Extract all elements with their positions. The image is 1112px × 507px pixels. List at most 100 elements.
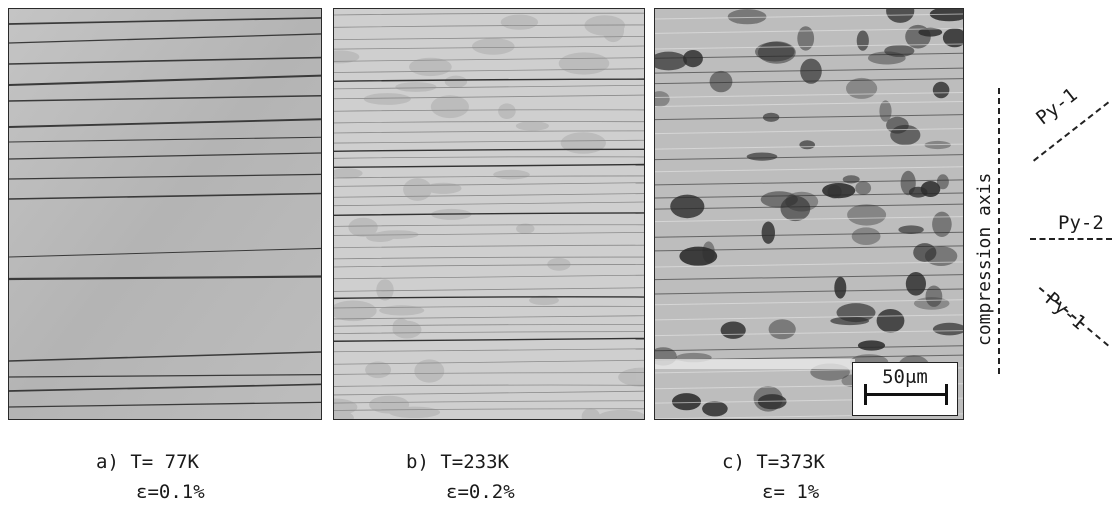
slip-line [334,175,644,179]
scale-bar: 50μm [852,362,958,416]
surface-blotch [334,410,354,419]
contrast-blob [851,227,881,245]
slip-line [655,114,963,121]
slip-line [9,74,321,87]
scale-bar-label: 50μm [882,366,928,388]
scale-bar-tick-right [945,384,948,405]
slip-line [9,192,321,200]
micrograph-b [333,8,645,420]
slip-line [655,100,963,107]
contrast-blob [672,393,701,411]
contrast-blob [900,170,916,196]
slip-line [655,67,963,74]
surface-blotch [388,406,441,418]
surface-blotch [334,168,363,179]
contrast-blob [929,9,963,22]
slip-line [9,247,321,258]
contrast-blob [800,58,822,84]
caption-a: a) T= 77K ε=0.1% [96,447,205,507]
surface-blotch [493,169,530,180]
surface-blotch [395,82,437,92]
surface-blotch [414,359,445,383]
contrast-blob [720,321,746,339]
slip-line [334,57,644,62]
slip-line [334,324,644,327]
slip-line [655,245,963,252]
contrast-blob [846,77,878,99]
slip-line [9,56,321,65]
surface-blotch [602,18,625,43]
contrast-blob [760,191,798,208]
contrast-blob [702,401,728,417]
contrast-blob [886,9,915,23]
surface-blotch [363,93,411,105]
slip-line [334,148,644,152]
slip-line [334,400,644,404]
contrast-blob [683,50,703,68]
slip-line [655,43,963,50]
slip-line [655,299,963,306]
surface-blotch [547,257,571,271]
slip-line [655,128,963,135]
contrast-blob [847,204,887,226]
slip-line [334,224,644,227]
slip-line [334,287,644,292]
surface-blotch [403,178,432,201]
caption-c-temperature: c) T=373K [722,451,825,473]
slip-plane-trace-py2 [1030,238,1112,240]
slip-line [334,337,644,342]
contrast-blob [920,181,941,197]
slip-line [334,274,644,280]
slip-line [334,231,644,236]
surface-blotch [500,14,539,30]
slip-line [334,45,644,50]
slip-line [655,274,963,281]
contrast-blob [856,30,869,51]
caption-a-strain: ε=0.1% [136,481,205,503]
slip-line [334,139,644,144]
surface-blotch [498,103,516,119]
caption-c: c) T=373K ε= 1% [722,447,825,507]
caption-c-strain: ε= 1% [762,481,820,503]
slip-line [334,182,644,187]
surface-blotch [379,305,425,316]
caption-b-strain: ε=0.2% [446,481,515,503]
surface-blotch [376,279,394,301]
contrast-blob [761,221,775,244]
contrast-blob [836,303,876,323]
slip-line [9,17,321,25]
surface-blotch [334,300,377,322]
slip-line [334,163,644,169]
surface-blotch [560,132,606,154]
slip-line [655,27,963,34]
contrast-blob [890,124,921,146]
slip-line [334,130,644,134]
slip-line [9,351,321,362]
slip-line [655,91,963,98]
contrast-blob [797,26,815,51]
slip-line [334,408,644,411]
slip-line [655,154,963,161]
contrast-blob [757,394,787,410]
slip-line [655,52,963,59]
slip-line [334,156,644,159]
scale-bar-line [865,393,947,396]
contrast-blob [799,140,815,150]
slip-line [334,264,644,268]
contrast-blob [834,276,847,299]
surface-blotch [598,409,644,419]
contrast-blob [855,181,872,195]
slip-line [655,179,963,186]
contrast-blob [925,285,943,307]
contrast-blob [936,174,949,190]
micrograph-c [654,8,964,420]
slip-line [9,401,321,408]
contrast-blob [655,51,688,71]
slip-line [334,24,644,28]
slip-line [655,261,963,268]
slip-line [334,331,644,335]
slip-line [655,288,963,295]
slip-line [655,13,963,20]
slip-line [334,296,644,300]
slip-line [334,12,644,16]
